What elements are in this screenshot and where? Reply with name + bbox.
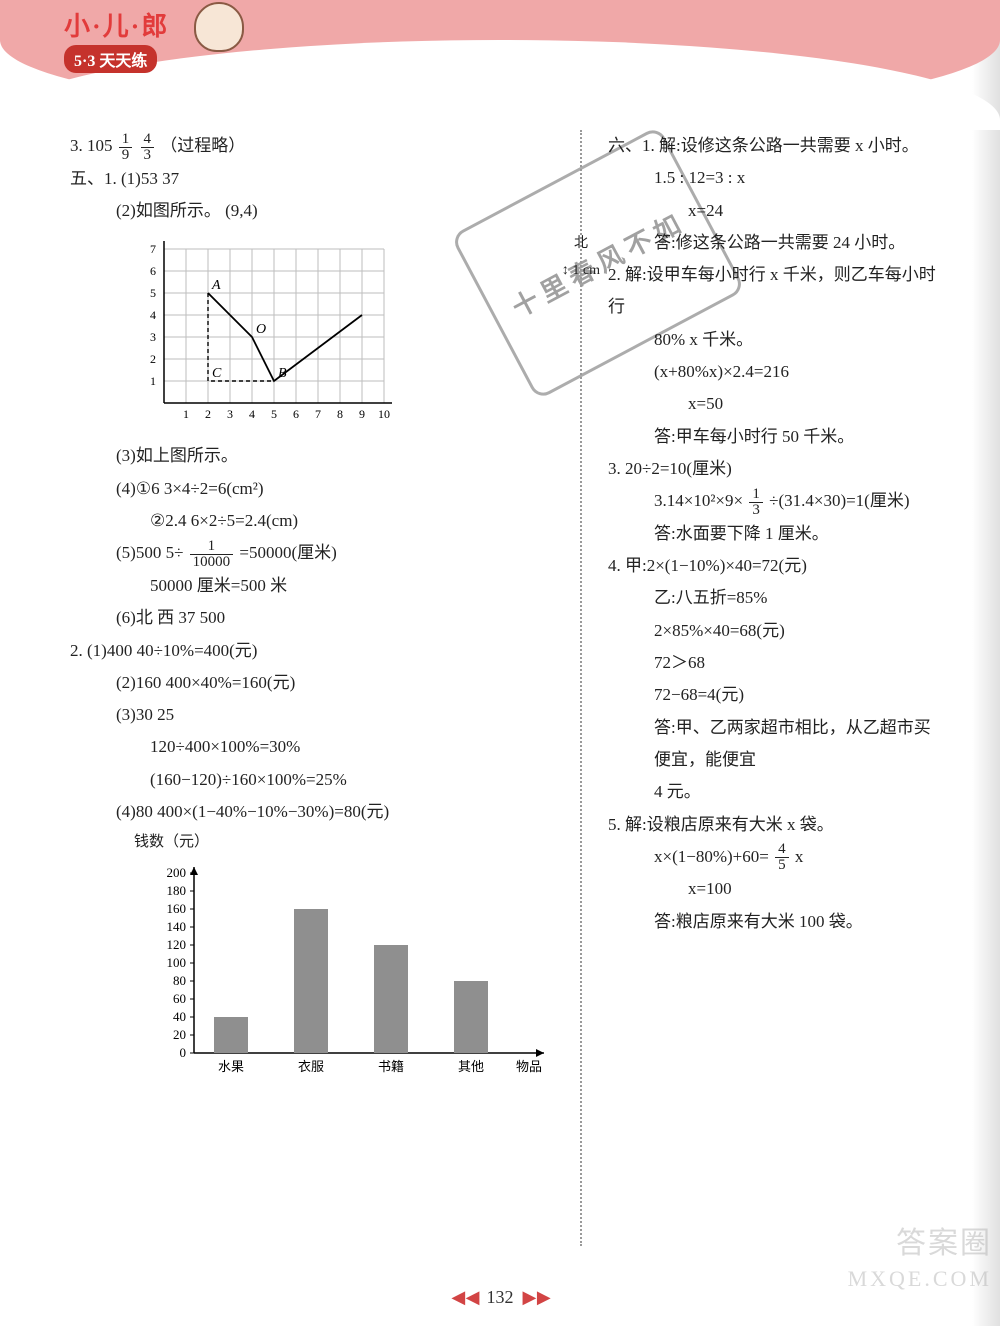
line-2-3a: (3)30 25	[70, 699, 554, 731]
svg-text:7: 7	[150, 242, 156, 256]
svg-text:180: 180	[167, 883, 187, 898]
svg-text:4: 4	[249, 407, 255, 421]
svg-text:60: 60	[173, 991, 186, 1006]
bar-title: 钱数（元）	[134, 828, 554, 857]
line-5-5b: 50000 厘米=500 米	[70, 570, 554, 602]
fraction: 110000	[188, 539, 236, 570]
svg-text:6: 6	[150, 264, 156, 278]
r6-3a: 3. 20÷2=10(厘米)	[608, 453, 940, 485]
left-column: 3. 105 19 43 （过程略） 五、1. (1)53 37 (2)如图所示…	[70, 130, 554, 1246]
r6-2a: 2. 解:设甲车每小时行 x 千米，则乙车每小时行	[608, 259, 940, 324]
line-5-1: 五、1. (1)53 37	[70, 163, 554, 195]
svg-text:0: 0	[180, 1045, 187, 1060]
fraction: 19	[117, 132, 135, 163]
r6-5d: 答:粮店原来有大米 100 袋。	[608, 906, 940, 938]
line-2-4: (4)80 400×(1−40%−10%−30%)=80(元)	[70, 796, 554, 828]
brand-subtitle: 5·3 天天练	[64, 45, 157, 73]
line-3: 3. 105 19 43 （过程略）	[70, 130, 554, 163]
r6-5a: 5. 解:设粮店原来有大米 x 袋。	[608, 809, 940, 841]
svg-text:O: O	[256, 322, 266, 337]
line-5-5a: (5)500 5÷ 110000 =50000(厘米)	[70, 537, 554, 570]
svg-text:20: 20	[173, 1027, 186, 1042]
svg-text:物品: 物品	[516, 1059, 542, 1074]
line-2-3c: (160−120)÷160×100%=25%	[70, 764, 554, 796]
svg-text:1: 1	[183, 407, 189, 421]
svg-text:4: 4	[150, 308, 156, 322]
watermark-1: 答案圈	[896, 1218, 992, 1262]
right-column: 六、1. 解:设修这条公路一共需要 x 小时。 1.5 : 12=3 : x x…	[608, 130, 940, 1246]
svg-text:160: 160	[167, 901, 187, 916]
grid-figure: 123456789101234567AOCB 北 ↕ 1 cm	[140, 233, 554, 436]
svg-text:40: 40	[173, 1009, 186, 1024]
line-5-6: (6)北 西 37 500	[70, 602, 554, 634]
bar-chart: 0 20 40 60 80 100 120 140 160 180 200 水果 衣服 书籍 其他 物品	[150, 863, 554, 1079]
r6-4e: 72−68=4(元)	[608, 679, 940, 711]
grid-chart: 1 2 3 4 5 6 7 8 9 10 1 2 3 4 5 6 7 A O C B	[140, 233, 410, 425]
page-body: 3. 105 19 43 （过程略） 五、1. (1)53 37 (2)如图所示…	[70, 130, 940, 1246]
fraction: 43	[139, 132, 157, 163]
line-5-4a: (4)①6 3×4÷2=6(cm²)	[70, 473, 554, 505]
svg-text:1: 1	[150, 374, 156, 388]
r6-4g: 4 元。	[608, 776, 940, 808]
svg-text:水果: 水果	[218, 1059, 244, 1074]
svg-text:140: 140	[167, 919, 187, 934]
svg-text:6: 6	[293, 407, 299, 421]
svg-text:3: 3	[150, 330, 156, 344]
svg-text:衣服: 衣服	[298, 1059, 324, 1074]
r6-5c: x=100	[608, 873, 940, 905]
svg-text:10: 10	[378, 407, 390, 421]
north-scale: 北 ↕ 1 cm	[562, 231, 600, 284]
fraction: 13	[747, 487, 765, 518]
r6-4f: 答:甲、乙两家超市相比，从乙超市买便宜，能便宜	[608, 712, 940, 777]
r6-1c: x=24	[608, 195, 940, 227]
page-number: 132	[487, 1287, 514, 1307]
r6-2c: (x+80%x)×2.4=216	[608, 356, 940, 388]
line-2-3b: 120÷400×100%=30%	[70, 731, 554, 763]
svg-text:8: 8	[337, 407, 343, 421]
svg-text:书籍: 书籍	[378, 1059, 404, 1074]
r6-4b: 乙:八五折=85%	[608, 582, 940, 614]
svg-text:3: 3	[227, 407, 233, 421]
r6-4d: 72＞68	[608, 647, 940, 679]
svg-text:5: 5	[150, 286, 156, 300]
svg-text:120: 120	[167, 937, 187, 952]
r6-4c: 2×85%×40=68(元)	[608, 615, 940, 647]
mascot-icon	[194, 2, 244, 52]
svg-text:2: 2	[150, 352, 156, 366]
tri-left-icon: ◀ ◀	[451, 1287, 477, 1307]
r6-1a: 六、1. 解:设修这条公路一共需要 x 小时。	[608, 130, 940, 162]
svg-text:100: 100	[167, 955, 187, 970]
r6-2d: x=50	[608, 388, 940, 420]
svg-text:80: 80	[173, 973, 186, 988]
svg-text:2: 2	[205, 407, 211, 421]
svg-text:其他: 其他	[458, 1059, 484, 1074]
r6-1d: 答:修这条公路一共需要 24 小时。	[608, 227, 940, 259]
line-2-2: (2)160 400×40%=160(元)	[70, 667, 554, 699]
line-5-2: (2)如图所示。 (9,4)	[70, 195, 554, 227]
r6-2e: 答:甲车每小时行 50 千米。	[608, 421, 940, 453]
r6-3c: 答:水面要下降 1 厘米。	[608, 518, 940, 550]
svg-text:B: B	[278, 366, 287, 381]
tri-right-icon: ▶ ▶	[523, 1287, 549, 1307]
r6-4a: 4. 甲:2×(1−10%)×40=72(元)	[608, 550, 940, 582]
svg-text:5: 5	[271, 407, 277, 421]
svg-text:7: 7	[315, 407, 321, 421]
brand-badge: 小·儿·郎 5·3 天天练	[64, 6, 224, 66]
r6-5b: x×(1−80%)+60= 45 x	[608, 841, 940, 874]
page-shadow	[972, 0, 1000, 1326]
r6-1b: 1.5 : 12=3 : x	[608, 162, 940, 194]
column-divider	[580, 130, 582, 1246]
svg-text:200: 200	[167, 865, 187, 880]
line-2-1: 2. (1)400 40÷10%=400(元)	[70, 635, 554, 667]
line-5-3: (3)如上图所示。	[70, 440, 554, 472]
svg-text:9: 9	[359, 407, 365, 421]
r6-3b: 3.14×10²×9× 13 ÷(31.4×30)=1(厘米)	[608, 485, 940, 518]
bar-figure: 0 20 40 60 80 100 120 140 160 180 200 水果 衣服 书籍 其他 物品	[150, 863, 554, 1090]
r6-2b: 80% x 千米。	[608, 324, 940, 356]
line-5-4b: ②2.4 6×2÷5=2.4(cm)	[70, 505, 554, 537]
svg-text:A: A	[211, 278, 221, 293]
watermark-2: MXQE.COM	[848, 1266, 992, 1292]
fraction: 45	[773, 842, 791, 873]
svg-text:C: C	[212, 366, 222, 381]
